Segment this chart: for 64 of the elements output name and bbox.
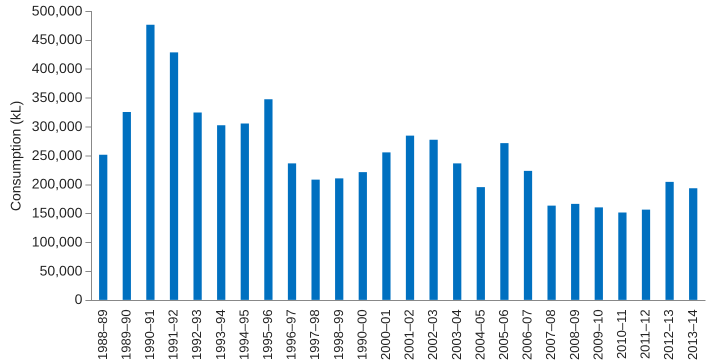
bar <box>240 124 249 300</box>
bar <box>358 172 367 300</box>
x-tick-label: 1989–90 <box>118 309 134 360</box>
bar <box>382 152 391 300</box>
x-tick-label: 2001–02 <box>402 309 417 360</box>
y-tick-label: 200,000 <box>32 176 83 192</box>
y-tick-label: 300,000 <box>32 118 83 134</box>
x-tick-label: 2008–09 <box>566 309 582 360</box>
x-tick-label: 2010–11 <box>614 309 629 360</box>
bar <box>146 24 155 300</box>
x-tick-label: 2009–10 <box>590 309 606 360</box>
x-tick-label: 1990–91 <box>142 309 157 360</box>
x-tick-label: 2006–07 <box>520 309 535 360</box>
y-tick-label: 50,000 <box>40 262 83 278</box>
x-tick-label: 1997–98 <box>307 309 322 360</box>
bar <box>665 182 674 300</box>
x-tick-label: 1994–95 <box>236 309 252 360</box>
bar <box>311 180 320 300</box>
x-tick-label: 2000–01 <box>378 309 393 360</box>
bar <box>429 140 438 300</box>
bar <box>618 212 627 300</box>
bar <box>288 163 296 300</box>
bar <box>642 210 650 300</box>
bar <box>476 187 485 300</box>
x-tick-label: 1995–96 <box>260 309 275 360</box>
bar <box>335 178 344 300</box>
x-tick-label: 2007–08 <box>543 309 558 360</box>
x-tick-label: 1990–00 <box>354 309 370 360</box>
bar <box>500 143 509 300</box>
y-tick-label: 350,000 <box>32 88 83 105</box>
y-tick-label: 0 <box>74 291 83 308</box>
y-axis-title: Consumption (kL) <box>7 100 24 212</box>
y-tick-label: 400,000 <box>32 60 83 76</box>
bar <box>170 52 178 300</box>
x-tick-label: 1996–97 <box>284 309 299 360</box>
x-tick-label: 1992–93 <box>189 309 204 360</box>
bar <box>594 207 603 300</box>
x-tick-label: 2004–05 <box>472 309 488 360</box>
x-tick-label: 2013–14 <box>684 309 700 360</box>
bar <box>524 170 532 300</box>
bar <box>453 163 462 300</box>
y-tick-label: 500,000 <box>32 2 83 18</box>
x-tick-label: 1991–92 <box>166 309 181 360</box>
x-tick-label: 2012–13 <box>661 309 676 360</box>
x-tick-label: 1998–99 <box>330 309 346 360</box>
bar <box>571 204 580 300</box>
x-tick-label: 2003–04 <box>448 309 464 360</box>
bar <box>193 112 202 300</box>
y-tick-label: 150,000 <box>32 204 83 221</box>
x-tick-label: 1988–89 <box>94 309 110 360</box>
x-tick-label: 2002–03 <box>425 309 440 360</box>
bar <box>547 206 556 300</box>
y-tick-label: 250,000 <box>32 146 83 163</box>
y-tick-label: 100,000 <box>32 233 83 250</box>
y-tick-label: 450,000 <box>32 31 83 48</box>
bar <box>406 136 414 300</box>
bar <box>122 112 131 300</box>
x-tick-label: 1993–94 <box>212 309 228 360</box>
bar <box>99 154 108 300</box>
x-tick-label: 2011–12 <box>638 309 653 360</box>
bar <box>689 188 698 300</box>
bar <box>264 99 273 300</box>
bar <box>217 125 226 300</box>
x-tick-label: 2005–06 <box>496 309 511 360</box>
